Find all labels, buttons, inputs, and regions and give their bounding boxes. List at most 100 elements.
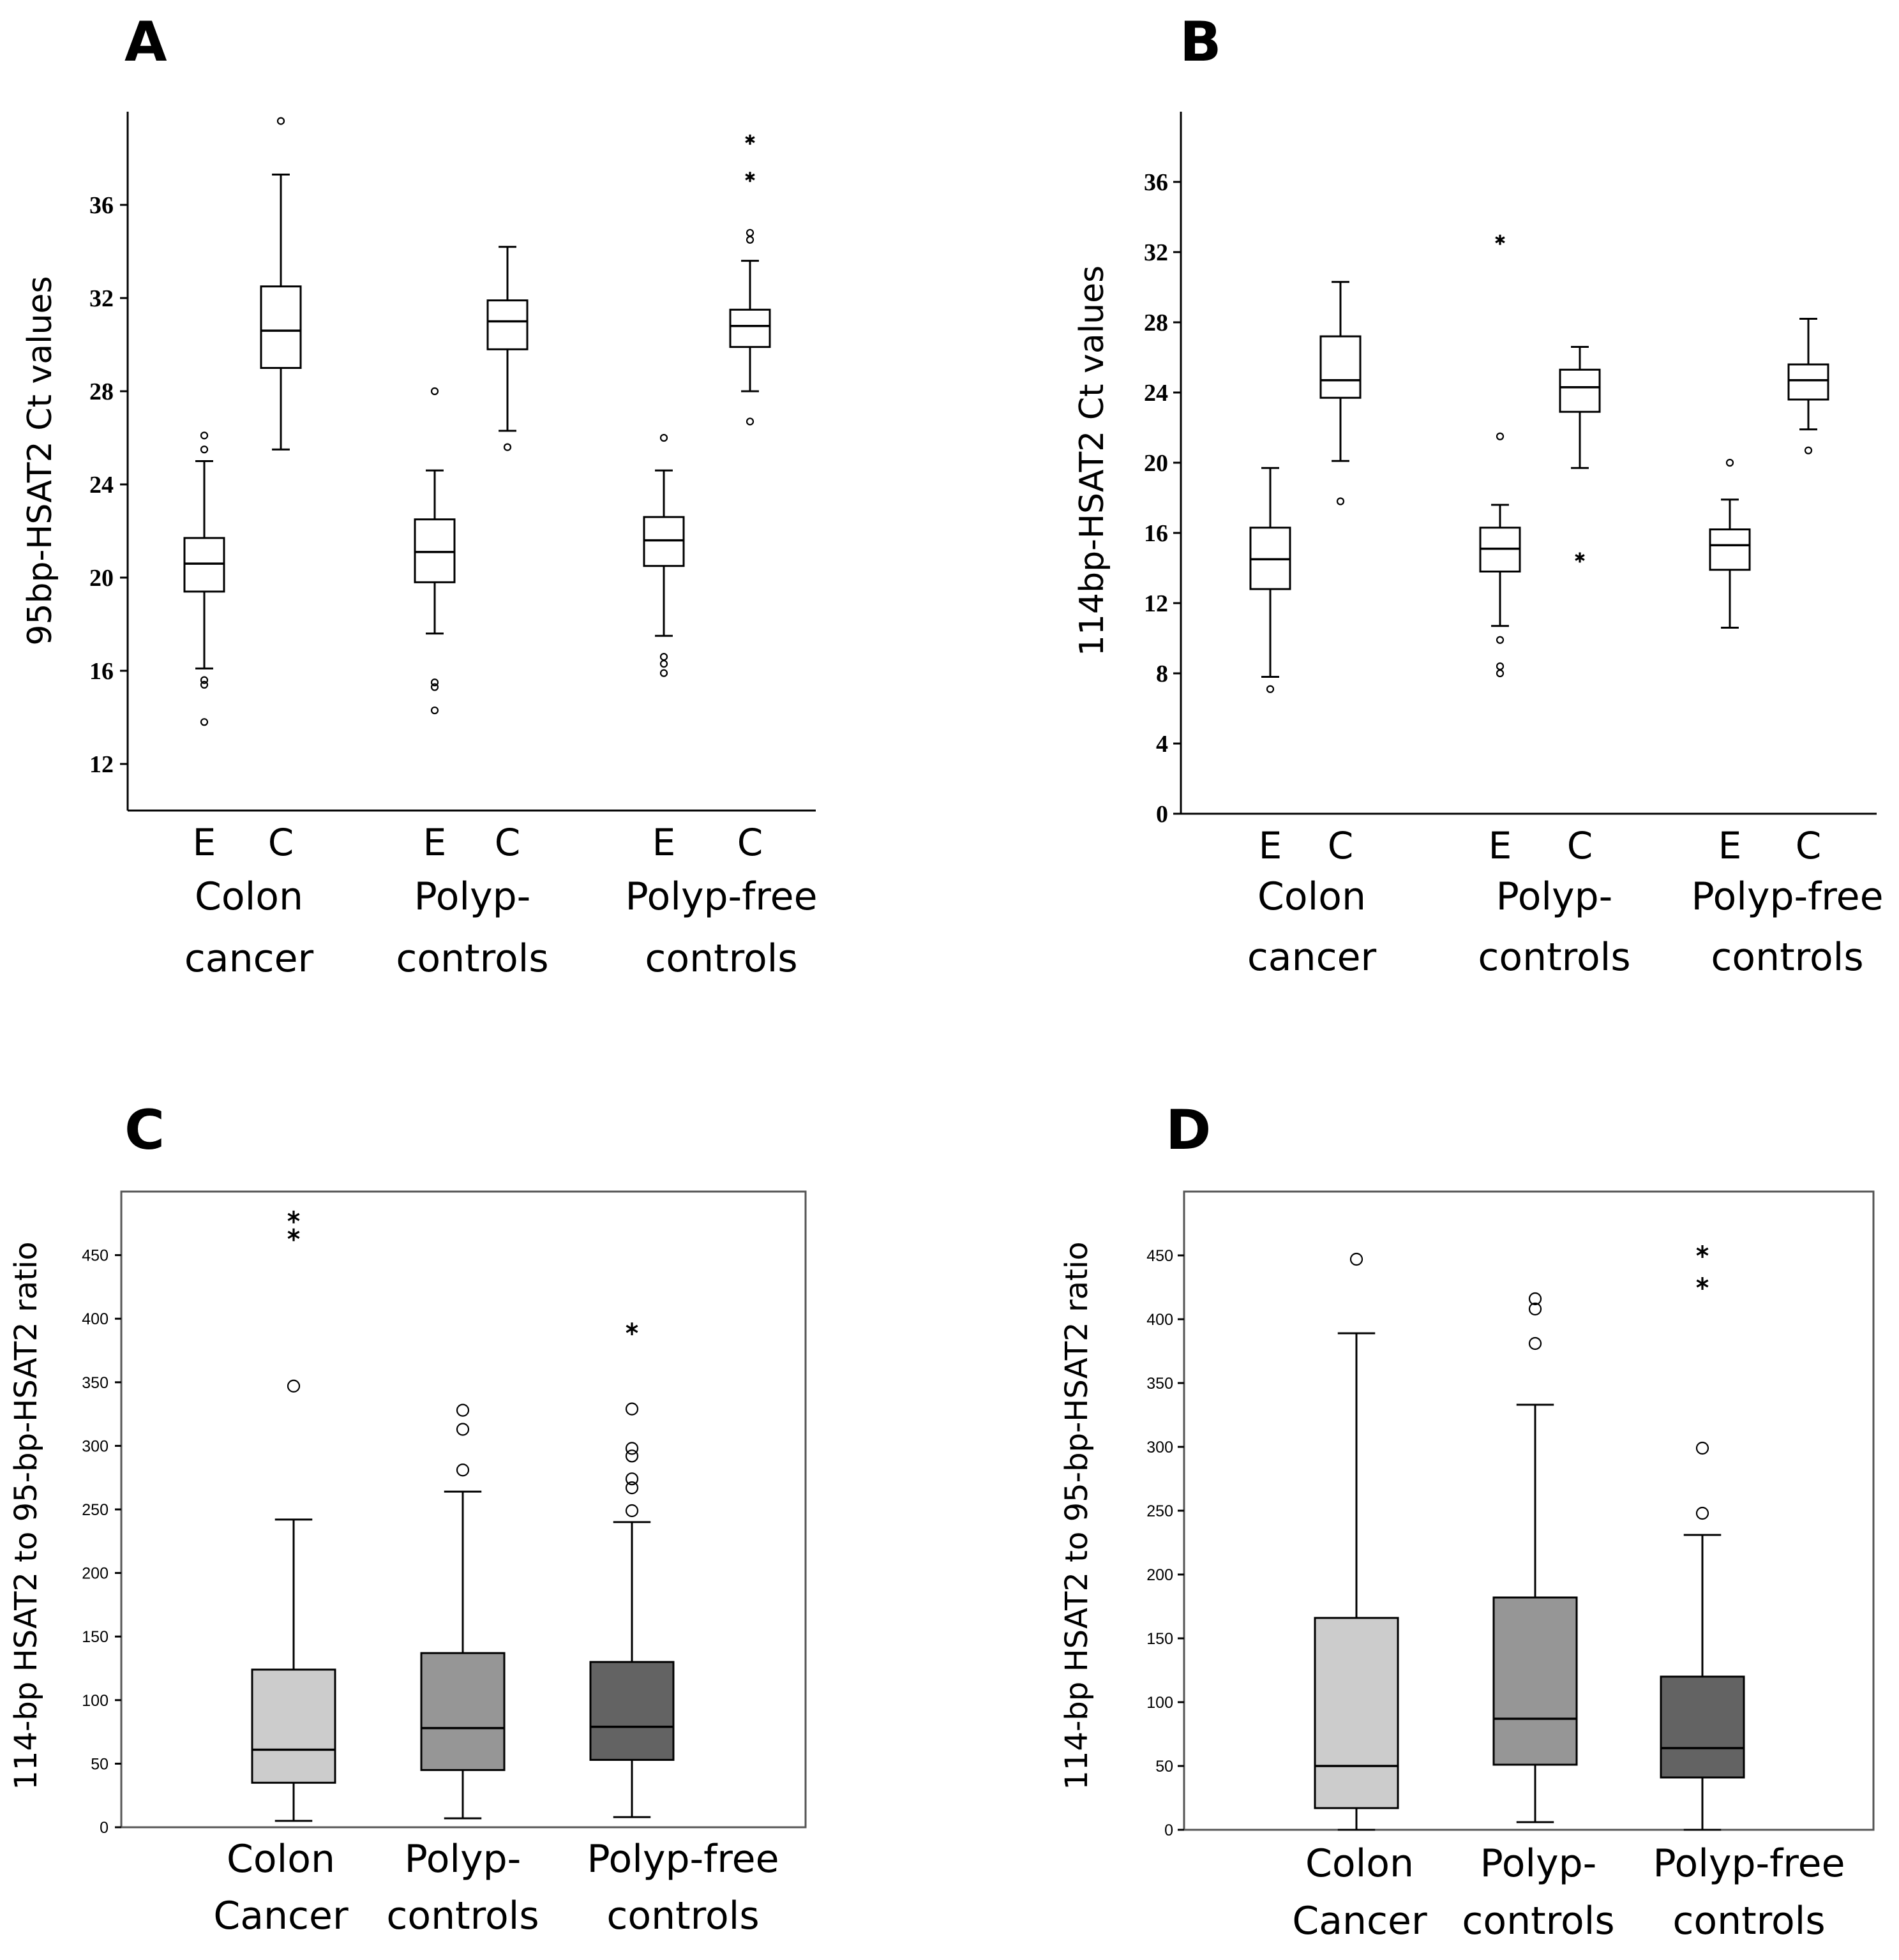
extreme-point	[287, 1210, 300, 1223]
box-a-1	[260, 117, 302, 451]
outlier-point	[746, 236, 754, 244]
sub-label-e: E	[193, 821, 216, 864]
group-label: controls	[1478, 935, 1630, 980]
outlier-point	[625, 1402, 639, 1416]
box-b-3	[1559, 346, 1601, 469]
outlier-point	[659, 669, 668, 677]
group-label: Polyp-free	[587, 1837, 779, 1881]
y-axis-label: 114-bp HSAT2 to 95-bp-HSAT2 ratio	[8, 1241, 44, 1790]
y-tick-label: 4	[1156, 731, 1168, 758]
outlier-point	[1528, 1336, 1542, 1350]
box-b-5	[1787, 318, 1829, 454]
extreme-point-stroke	[287, 1231, 300, 1239]
y-tick-label: 350	[82, 1374, 109, 1392]
iqr-box	[1319, 335, 1362, 399]
y-axis-label: 95bp-HSAT2 Ct values	[21, 276, 59, 645]
y-tick-label: 32	[89, 285, 114, 312]
extreme-point	[745, 172, 755, 183]
box-c-1	[420, 1403, 506, 1820]
extreme-point	[1495, 234, 1505, 245]
group-label: controls	[606, 1894, 759, 1938]
box-c-2	[589, 1402, 675, 1818]
outlier-point	[659, 433, 668, 442]
y-tick-label: 24	[89, 472, 114, 498]
extreme-point	[1696, 1277, 1709, 1290]
box-b-1	[1319, 281, 1362, 505]
outlier-point	[1804, 446, 1813, 454]
sub-label-e: E	[1718, 824, 1742, 867]
y-tick-label: 32	[1144, 239, 1168, 266]
sub-label-e: E	[652, 821, 676, 864]
group-label: Cancer	[1292, 1899, 1427, 1943]
outlier-point	[746, 417, 754, 426]
group-label: Colon	[227, 1837, 335, 1881]
y-tick-label: 100	[82, 1692, 109, 1710]
outlier-point	[1349, 1252, 1363, 1266]
extreme-point	[745, 134, 755, 145]
group-label: Polyp-free	[1653, 1841, 1845, 1886]
outlier-point	[456, 1423, 470, 1436]
sub-label-c: C	[268, 821, 294, 864]
box-d-0	[1314, 1252, 1399, 1831]
box-b-2	[1479, 432, 1521, 678]
sub-label-e: E	[1259, 824, 1282, 867]
y-tick-label: 16	[1144, 520, 1168, 547]
extreme-point	[287, 1228, 300, 1241]
panel-letter-a: A	[124, 10, 167, 74]
group-label: Colon	[195, 874, 303, 919]
y-axis-label: 114bp-HSAT2 Ct values	[1073, 266, 1111, 656]
group-label: Polyp-free	[1692, 874, 1884, 919]
y-tick-label: 450	[1146, 1247, 1173, 1265]
outlier-point	[430, 706, 439, 715]
outlier-point	[200, 680, 209, 689]
outlier-point	[503, 443, 512, 451]
outlier-point	[430, 387, 439, 396]
extreme-point	[1696, 1245, 1709, 1258]
group-label: cancer	[1247, 935, 1377, 980]
group-label: Polyp-free	[626, 874, 818, 919]
group-label: controls	[396, 936, 548, 981]
iqr-box	[486, 299, 529, 350]
y-tick-label: 200	[1146, 1566, 1173, 1584]
group-label: Cancer	[213, 1894, 349, 1938]
iqr-box	[251, 1668, 336, 1784]
y-tick-label: 36	[89, 192, 114, 219]
outlier-point	[625, 1472, 639, 1486]
outlier-point	[1725, 458, 1734, 467]
outlier-point	[1496, 669, 1505, 678]
outlier-point	[625, 1449, 639, 1463]
group-label: Polyp-	[414, 874, 531, 919]
y-tick-label: 16	[89, 658, 114, 685]
extreme-point	[1575, 552, 1585, 563]
box-d-1	[1492, 1292, 1578, 1823]
y-tick-label: 0	[100, 1819, 109, 1837]
box-b-4	[1709, 458, 1751, 629]
outlier-point	[456, 1403, 470, 1417]
y-tick-label: 28	[89, 378, 114, 405]
outlier-point	[200, 718, 209, 726]
y-tick-label: 300	[1146, 1439, 1173, 1456]
y-tick-label: 28	[1144, 310, 1168, 336]
y-tick-label: 400	[1146, 1311, 1173, 1329]
y-tick-label: 450	[82, 1247, 109, 1265]
iqr-box	[183, 537, 225, 593]
y-tick-label: 20	[89, 565, 114, 592]
box-a-0	[183, 431, 225, 726]
box-a-5	[729, 228, 771, 426]
y-tick-label: 250	[82, 1501, 109, 1519]
y-tick-label: 150	[82, 1628, 109, 1646]
outlier-point	[1496, 636, 1505, 644]
panel-letter-b: B	[1180, 10, 1222, 74]
iqr-box	[414, 518, 456, 583]
sub-label-c: C	[495, 821, 521, 864]
box-a-2	[414, 387, 456, 715]
y-tick-label: 36	[1144, 169, 1168, 196]
iqr-box	[643, 516, 685, 567]
extreme-point-stroke	[1495, 236, 1505, 244]
box-a-3	[486, 246, 529, 451]
y-tick-label: 12	[89, 751, 114, 778]
iqr-box	[589, 1661, 675, 1761]
outlier-point	[200, 676, 209, 684]
outlier-point	[1695, 1441, 1709, 1455]
outlier-point	[1695, 1506, 1709, 1520]
